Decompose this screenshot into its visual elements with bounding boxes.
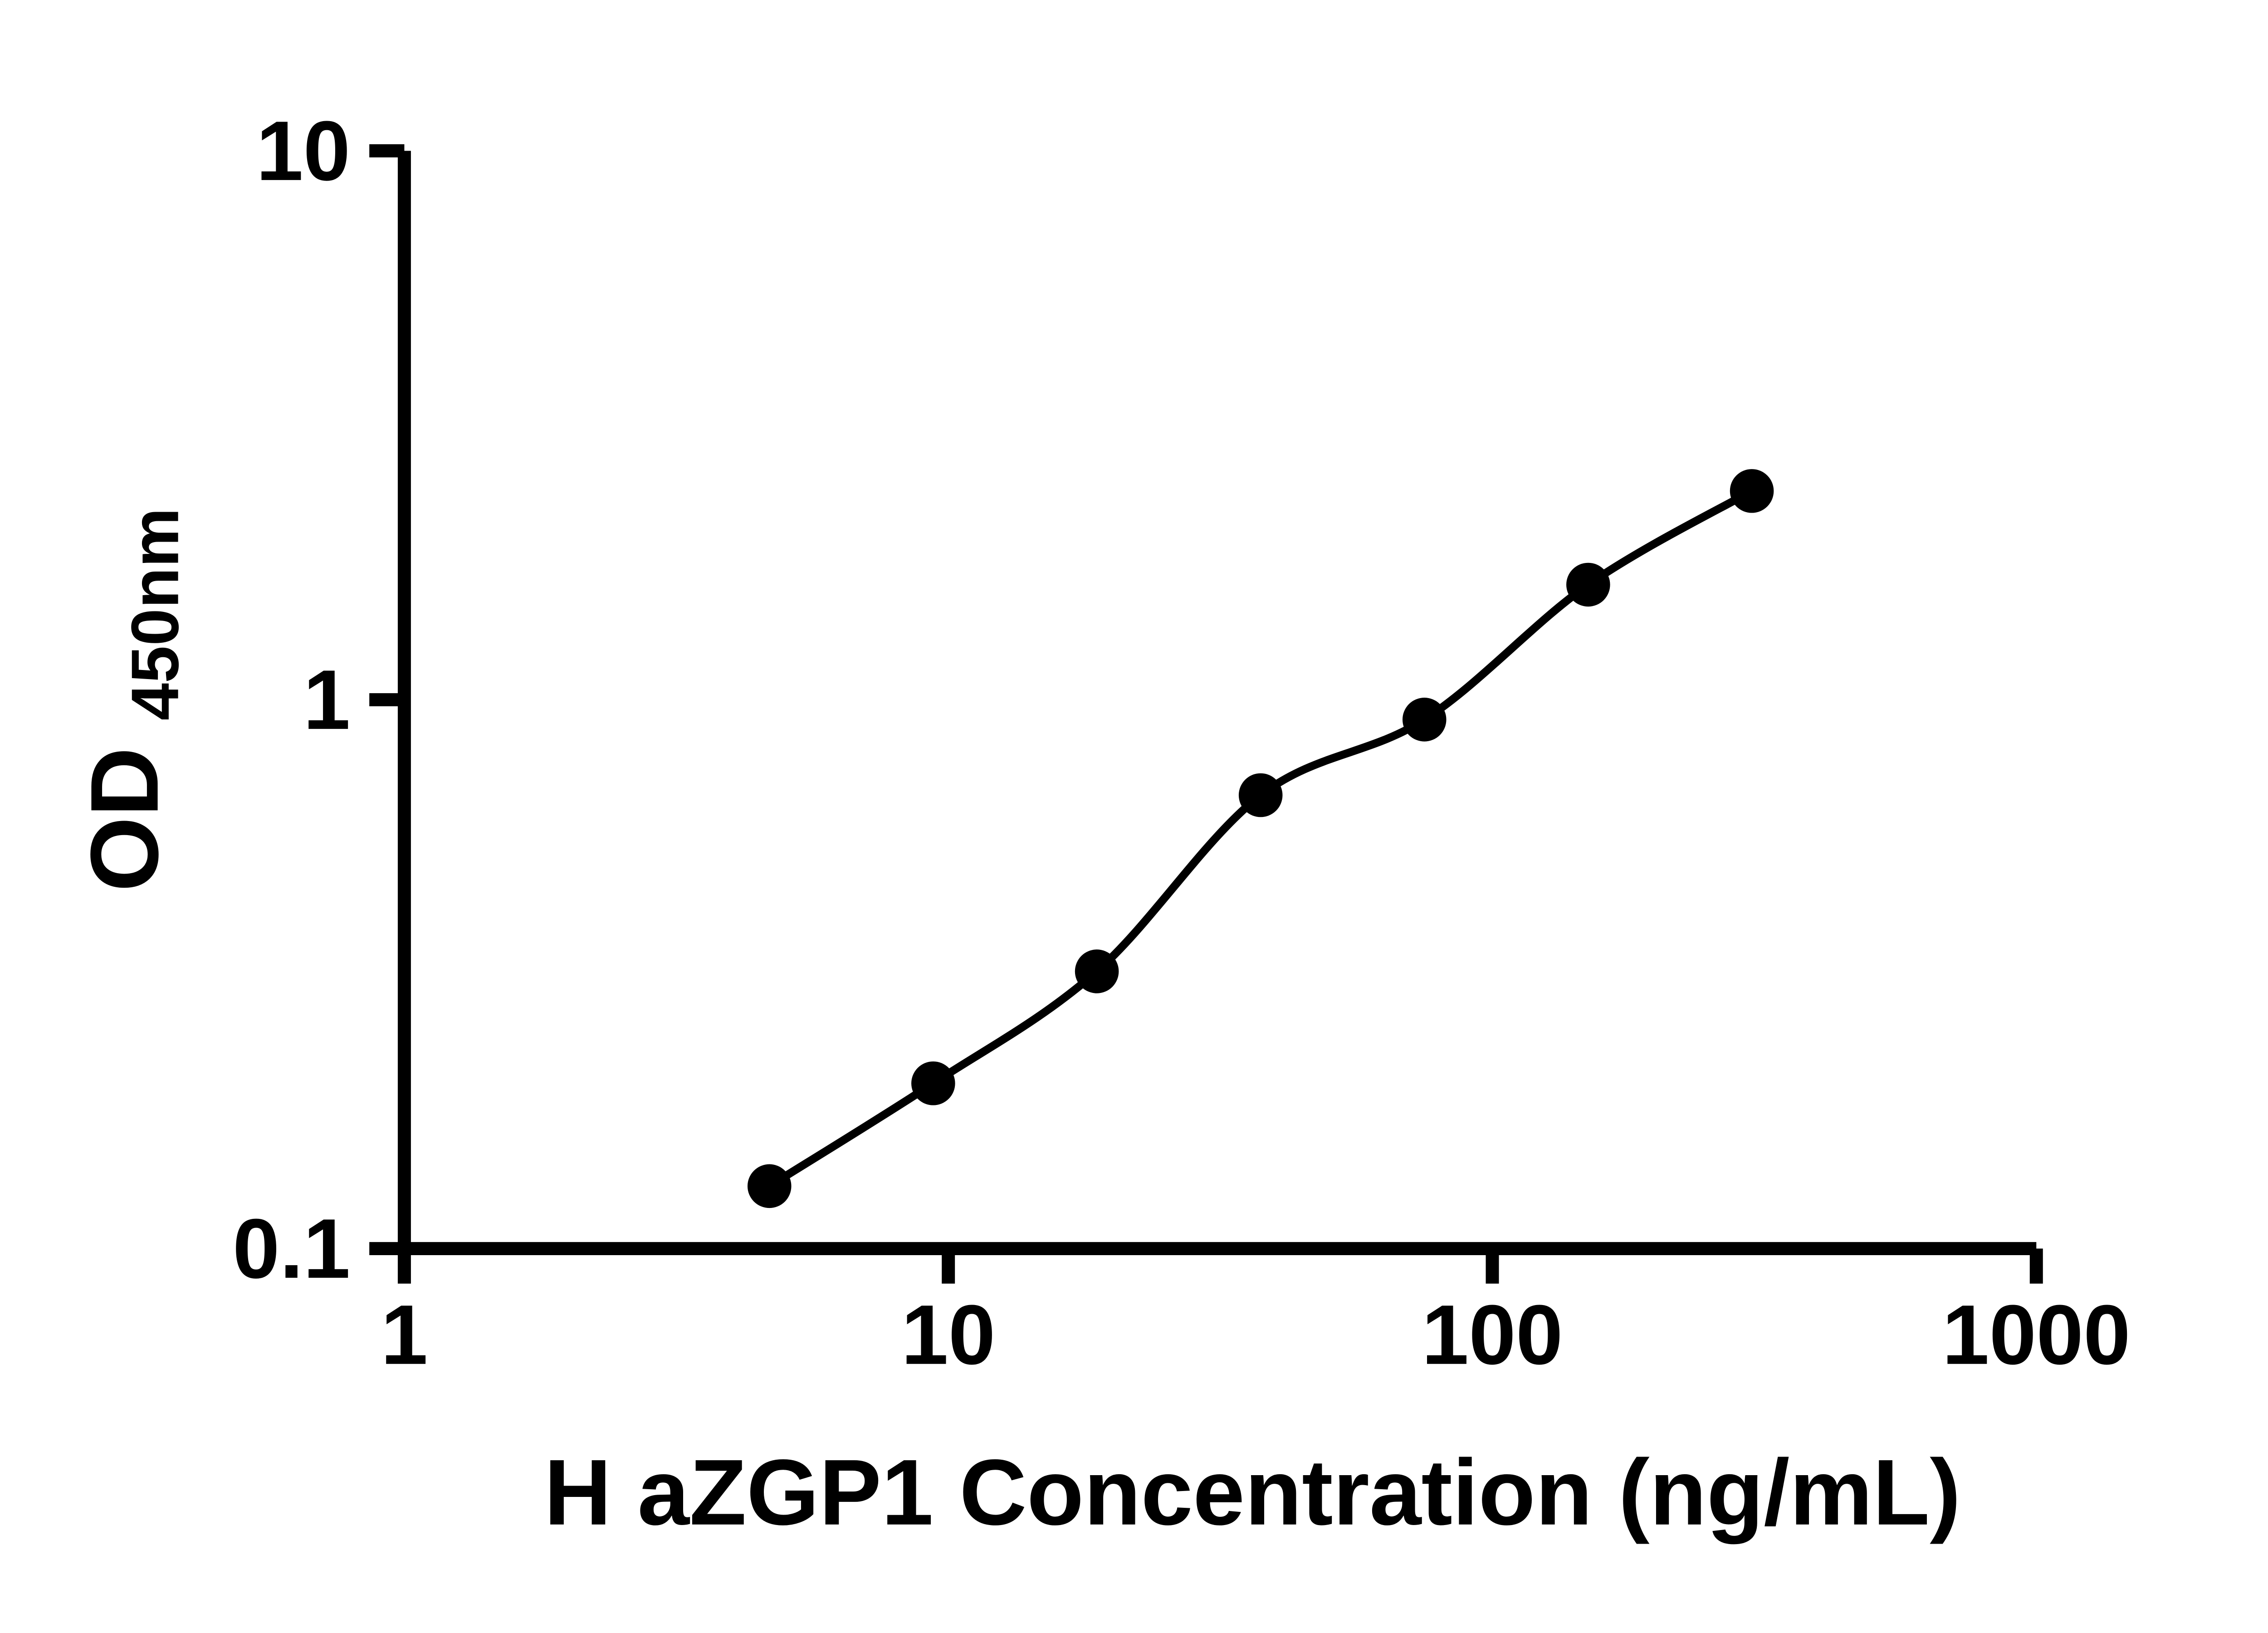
y-tick-label: 0.1 — [233, 1201, 350, 1296]
data-point — [1730, 469, 1774, 513]
y-axis-title: OD 450nm — [71, 508, 193, 892]
data-point — [747, 1164, 792, 1208]
data-point — [1238, 773, 1283, 817]
x-tick-label: 10 — [901, 1287, 996, 1382]
x-axis-title: H aZGP1 Concentration (ng/mL) — [544, 1440, 1960, 1545]
x-tick-label: 100 — [1422, 1287, 1563, 1382]
y-tick-label: 1 — [303, 652, 351, 747]
axis-spine — [397, 151, 2037, 1256]
data-point — [911, 1061, 955, 1105]
data-point — [1402, 698, 1447, 742]
x-tick-label: 1000 — [1942, 1287, 2131, 1382]
axis-ticks: 1 10 100 1000 0.1 1 10 — [233, 103, 2131, 1382]
y-axis-title-subscript: 450nm — [118, 508, 193, 720]
data-point — [1566, 562, 1610, 607]
y-tick-label: 10 — [256, 103, 351, 198]
x-tick-label: 1 — [381, 1287, 428, 1382]
axes — [397, 151, 2037, 1256]
data-series — [747, 469, 1774, 1208]
y-axis-title-main: OD — [71, 747, 179, 892]
data-point — [1075, 949, 1119, 993]
